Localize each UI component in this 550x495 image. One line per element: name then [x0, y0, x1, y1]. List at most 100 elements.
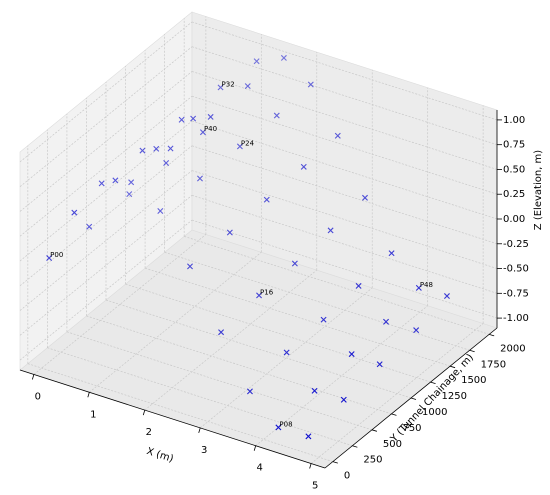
z-tick-label: -1.00	[503, 313, 529, 324]
point-label: P40	[204, 125, 217, 133]
point-label: P48	[420, 281, 433, 289]
grid-line	[191, 145, 498, 245]
grid-line	[191, 120, 498, 220]
grid-line	[19, 219, 193, 361]
y-tick	[430, 381, 436, 384]
grid-line	[19, 46, 193, 187]
point	[376, 361, 383, 368]
point	[283, 349, 290, 356]
y-tick-label: 0	[344, 471, 350, 482]
point	[196, 175, 203, 182]
grid-line	[19, 71, 193, 212]
point	[98, 180, 105, 187]
point	[244, 83, 251, 90]
point	[307, 81, 314, 88]
x-tick-label: 5	[312, 481, 318, 492]
point	[190, 115, 197, 122]
grid-line	[33, 234, 207, 375]
grid-line	[27, 363, 333, 462]
grid-line	[191, 219, 498, 319]
point	[126, 191, 133, 198]
grid-line	[66, 331, 373, 431]
grid-line	[191, 95, 498, 195]
point	[199, 129, 206, 136]
x-tick	[31, 374, 35, 380]
point	[388, 250, 395, 257]
grid-line	[19, 145, 193, 287]
grid-line	[19, 170, 193, 311]
y-tick	[469, 349, 475, 353]
grid-line	[255, 305, 428, 446]
y-tick	[391, 413, 397, 416]
point	[157, 208, 164, 215]
point	[253, 58, 260, 65]
point	[178, 116, 185, 123]
point	[128, 179, 135, 186]
y-tick-label: 500	[383, 439, 402, 450]
point	[167, 145, 174, 152]
point	[207, 113, 214, 120]
z-tick-label: 0.50	[503, 164, 525, 175]
z-tick-label: 0.25	[503, 189, 525, 200]
grid-line	[310, 323, 484, 464]
point	[443, 293, 450, 300]
grid-line	[191, 71, 498, 170]
point	[71, 209, 78, 216]
point	[355, 282, 362, 289]
grid-line	[19, 195, 193, 336]
grid-line	[191, 46, 498, 146]
point	[311, 387, 318, 394]
point	[275, 424, 282, 431]
grid-line	[164, 251, 470, 351]
grid-line	[191, 194, 498, 294]
point-label: P08	[279, 420, 292, 428]
y-tick-label: 250	[363, 455, 382, 466]
point	[187, 263, 194, 270]
x-tick-label: 2	[146, 427, 152, 438]
grid-line	[191, 21, 498, 121]
point	[383, 318, 390, 325]
grid-line	[144, 267, 451, 367]
point	[273, 112, 280, 119]
x-axis-label: X (m)	[145, 446, 175, 465]
x-axis-line	[19, 369, 326, 469]
grid-line	[184, 236, 490, 335]
point	[246, 388, 253, 395]
marks: P00 P40 P32 P24 P16 P08 P48	[46, 54, 450, 440]
point	[300, 163, 307, 170]
x-tick-label: 0	[35, 391, 41, 402]
y-tick-label: 1750	[481, 359, 506, 370]
point	[415, 284, 422, 291]
grid-line	[19, 120, 193, 262]
z-tick-label: 1.00	[503, 115, 525, 126]
x-tick	[253, 445, 257, 451]
grid-line	[105, 299, 412, 399]
point-label: P16	[260, 288, 274, 296]
grid-line	[19, 21, 193, 163]
x-tick	[198, 427, 201, 434]
y-tick	[332, 461, 338, 464]
z-axis-label: Z (Elevation, m)	[533, 150, 544, 230]
point	[320, 316, 327, 323]
x-tick	[87, 392, 90, 398]
y-tick	[371, 429, 378, 432]
point	[334, 132, 341, 139]
grid-line	[47, 347, 353, 447]
point-label: P24	[241, 139, 255, 147]
y-tick-label: 1500	[461, 375, 486, 386]
grid-line	[144, 269, 317, 411]
point-label: P32	[222, 80, 235, 88]
point	[236, 143, 243, 150]
z-tick-label: -0.25	[503, 239, 529, 250]
x-tick-label: 4	[256, 463, 262, 474]
z-tick-label: 0.75	[503, 140, 525, 151]
y-tick	[410, 397, 417, 400]
point	[226, 229, 233, 236]
point	[139, 147, 146, 154]
y-tick	[352, 445, 358, 448]
grid-line	[200, 287, 373, 429]
point-label: P00	[50, 251, 63, 259]
y-tick-label: 1250	[442, 391, 467, 402]
